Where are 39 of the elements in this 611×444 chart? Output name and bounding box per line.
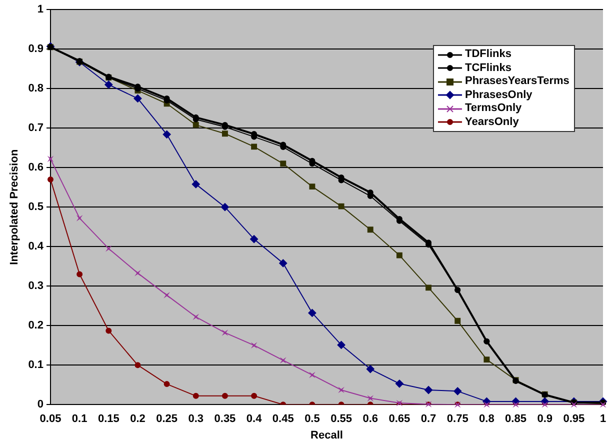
y-tick-label: 0.3 [28, 280, 44, 292]
x-tick-label: 0.65 [388, 413, 410, 426]
legend-label: PhrasesYearsTerms [465, 75, 570, 89]
y-tick-label: 0.6 [28, 162, 44, 174]
x-tick-label: 0.95 [563, 413, 585, 426]
y-tick-label: 0.9 [28, 43, 44, 56]
legend-label: PhrasesOnly [465, 88, 532, 102]
legend-label: TCFlinks [465, 62, 512, 76]
y-tick-label: 1 [37, 4, 44, 16]
x-tick-label: 0.85 [505, 413, 526, 426]
legend-label: TDFlinks [465, 48, 512, 62]
x-tick-label: 0.1 [72, 413, 88, 426]
y-axis-title: Interpolated Precision [8, 149, 21, 265]
y-tick-label: 0 [37, 398, 44, 411]
x-tick-label: 0.9 [537, 413, 552, 426]
x-axis-title: Recall [310, 429, 343, 442]
y-tick-label: 0.4 [28, 240, 44, 253]
y-tick-label: 0.8 [28, 82, 44, 95]
x-tick-label: 0.7 [420, 413, 436, 426]
y-tick-label: 0.7 [28, 122, 44, 134]
x-tick-label: 0.2 [130, 413, 146, 426]
x-tick-label: 0.8 [479, 413, 494, 426]
y-tick-label: 0.1 [28, 359, 44, 372]
y-tick-label: 0.2 [28, 320, 44, 332]
x-tick-label: 0.75 [446, 413, 468, 426]
legend-label: TermsOnly [465, 102, 522, 116]
x-tick-label: 0.4 [246, 413, 263, 426]
x-tick-label: 0.05 [40, 413, 62, 426]
x-tick-label: 0.35 [214, 413, 236, 426]
x-tick-label: 0.6 [362, 413, 378, 426]
x-tick-label: 0.5 [304, 413, 320, 426]
x-tick-label: 0.45 [272, 413, 294, 426]
x-tick-label: 1 [600, 413, 606, 426]
x-tick-label: 0.55 [330, 413, 352, 426]
y-tick-label: 0.5 [28, 201, 44, 214]
legend-label: YearsOnly [465, 116, 519, 130]
x-tick-label: 0.3 [188, 413, 204, 426]
x-tick-label: 0.25 [156, 413, 178, 426]
x-tick-label: 0.15 [98, 413, 120, 426]
